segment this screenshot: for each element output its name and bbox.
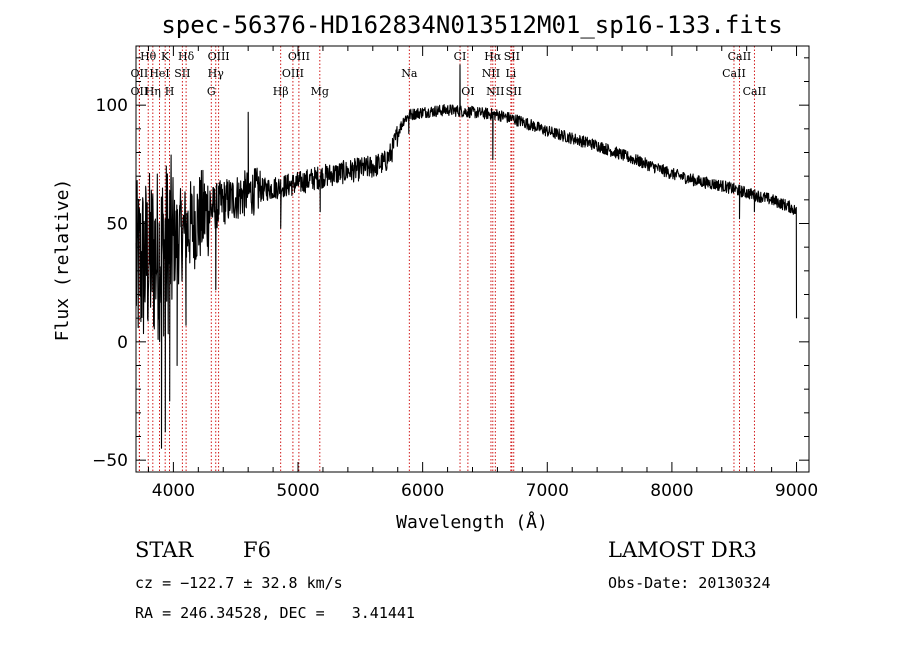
y-tick-label: −50 bbox=[92, 451, 128, 471]
y-tick-label: 0 bbox=[117, 333, 128, 353]
line-label-NII: NII bbox=[486, 85, 504, 98]
x-tick-label: 7000 bbox=[526, 481, 569, 501]
line-label-OIII: OIII bbox=[282, 67, 304, 80]
redshift-readout: cz = −122.7 ± 32.8 km/s bbox=[135, 574, 343, 592]
line-label-OII: OII bbox=[131, 67, 149, 80]
line-label-Hγ: Hγ bbox=[208, 67, 225, 80]
coordinates-readout: RA = 246.34528, DEC = 3.41441 bbox=[135, 604, 415, 622]
y-tick-label: 50 bbox=[106, 215, 128, 235]
line-label-Hθ: Hθ bbox=[140, 50, 157, 63]
line-label-SII: SII bbox=[174, 67, 190, 80]
line-label-CaII: CaII bbox=[743, 85, 767, 98]
line-label-OIII: OIII bbox=[208, 50, 230, 63]
y-tick-label: 100 bbox=[96, 96, 128, 116]
observation-date: Obs-Date: 20130324 bbox=[608, 574, 771, 592]
spectral-subclass: F6 bbox=[243, 538, 271, 562]
spectrum-series bbox=[135, 64, 798, 449]
x-axis-label: Wavelength (Å) bbox=[396, 511, 548, 533]
y-axis-label: Flux (relative) bbox=[52, 179, 73, 342]
x-tick-label: 9000 bbox=[775, 481, 818, 501]
line-label-K: K bbox=[161, 50, 170, 63]
chart-title: spec-56376-HD162834N013512M01_sp16-133.f… bbox=[161, 11, 782, 39]
line-label-Li: Li bbox=[505, 67, 516, 80]
line-label-CaII: CaII bbox=[728, 50, 752, 63]
line-label-OI: OI bbox=[461, 85, 474, 98]
line-label-SII: SII bbox=[504, 50, 520, 63]
x-tick-label: 8000 bbox=[650, 481, 693, 501]
x-tick-label: 5000 bbox=[276, 481, 319, 501]
x-tick-label: 6000 bbox=[401, 481, 444, 501]
object-type: STAR bbox=[135, 538, 194, 562]
line-label-H: H bbox=[165, 85, 175, 98]
plot-frame bbox=[135, 45, 810, 473]
line-label-Na: Na bbox=[401, 67, 418, 80]
line-label-Hβ: Hβ bbox=[273, 85, 289, 98]
line-label-G: G bbox=[207, 85, 216, 98]
line-label-CI: CI bbox=[454, 50, 467, 63]
x-tick-label: 4000 bbox=[152, 481, 195, 501]
line-label-SII: SII bbox=[506, 85, 522, 98]
line-label-OIII: OIII bbox=[288, 50, 310, 63]
line-label-CaII: CaII bbox=[722, 67, 746, 80]
x-axis: 4000 5000 6000 7000 8000 9000 bbox=[147, 46, 818, 501]
line-label-Hδ: Hδ bbox=[178, 50, 195, 63]
line-label-OII: OII bbox=[131, 85, 149, 98]
line-label-Hη: Hη bbox=[145, 85, 161, 98]
line-label-Mg: Mg bbox=[311, 85, 329, 98]
line-label-NII: NII bbox=[482, 67, 500, 80]
survey-name: LAMOST DR3 bbox=[608, 538, 757, 562]
line-label-Hα: Hα bbox=[484, 50, 502, 63]
y-axis: −50 0 50 100 bbox=[92, 57, 809, 471]
line-label-HeI: HeI bbox=[149, 67, 169, 80]
